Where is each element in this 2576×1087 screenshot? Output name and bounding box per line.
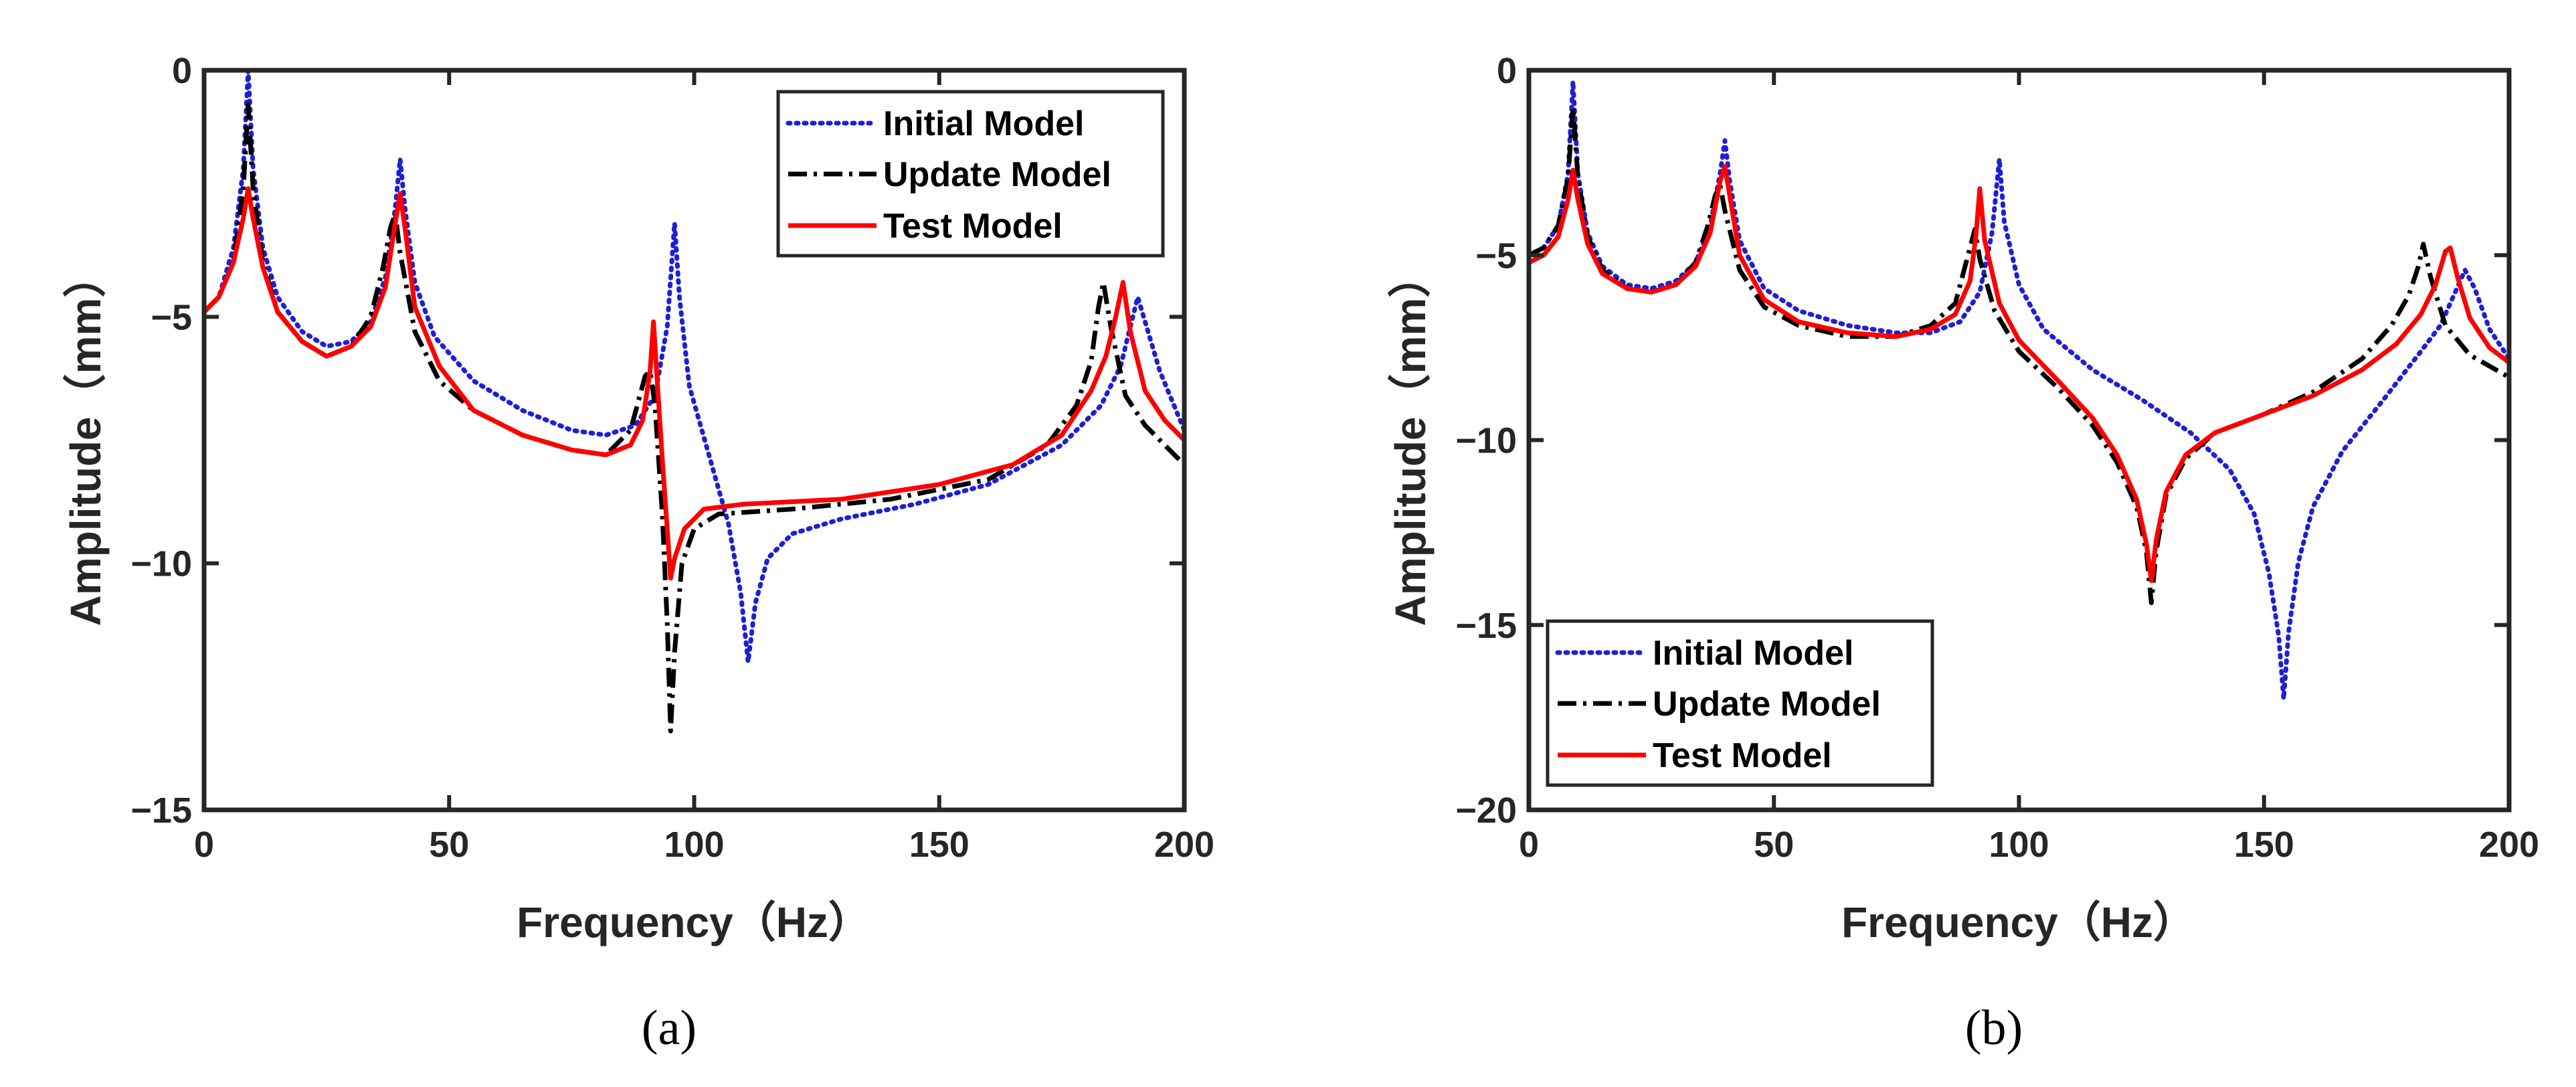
x-axis-title-a: Frequency（Hz） (517, 898, 871, 946)
legend-label-update-b: Update Model (1653, 685, 1881, 724)
x-tick-label-b: 200 (2479, 825, 2539, 865)
legend-label-initial-a: Initial Model (883, 104, 1084, 143)
y-tick-label-b: −10 (1455, 421, 1517, 461)
x-tick-label-a: 0 (194, 825, 214, 865)
panel-caption-a: (a) (642, 1001, 697, 1056)
x-tick-label-b: 100 (1989, 825, 2049, 865)
y-tick-label-b: −20 (1455, 790, 1517, 831)
y-tick-label-b: 0 (1497, 51, 1517, 91)
panel-caption-b: (b) (1965, 1001, 2023, 1056)
x-tick-label-a: 100 (664, 825, 724, 865)
series-layer-b (1529, 79, 2509, 701)
y-tick-label-a: −15 (130, 790, 192, 831)
y-tick-label-a: 0 (172, 51, 192, 91)
y-tick-label-b: −5 (1475, 236, 1517, 276)
legend-label-initial-b: Initial Model (1653, 634, 1853, 673)
y-tick-label-b: −15 (1455, 606, 1517, 646)
ticks-a: 0 50 100 150 200 −15 −10 −5 0 (130, 51, 1214, 865)
y-tick-label-a: −5 (151, 297, 192, 337)
legend-b: Initial Model Update Model Test Model (1546, 619, 1934, 787)
series-layer-a (204, 70, 1184, 734)
chart-panel-a: 0 50 100 150 200 −15 −10 −5 0 Frequency（Hz） Ampl… (62, 51, 1214, 946)
ticks-b: 0 50 100 150 200 −20 −15 −10 −5 0 (1455, 51, 2539, 865)
legend-a: Initial Model Update Model Test Model (776, 90, 1165, 258)
x-tick-label-a: 200 (1154, 825, 1214, 865)
x-axis-title-b: Frequency（Hz） (1841, 898, 2196, 946)
y-axis-title-a: Amplitude（mm） (62, 255, 110, 626)
x-tick-label-a: 150 (909, 825, 970, 865)
y-tick-label-a: −10 (130, 544, 192, 584)
chart-panel-b: 0 50 100 150 200 −20 −15 −10 −5 0 Frequency（Hz） A… (1386, 51, 2539, 946)
y-axis-title-b: Amplitude（mm） (1386, 255, 1435, 626)
legend-label-test-b: Test Model (1653, 736, 1832, 775)
series-line-initial-model-b (1529, 79, 2509, 701)
series-line-test-model-a (204, 186, 1184, 581)
series-line-test-model-b (1529, 164, 2509, 583)
legend-box-b (1546, 619, 1934, 787)
x-tick-label-b: 150 (2234, 825, 2294, 865)
legend-label-update-a: Update Model (883, 155, 1111, 194)
series-line-update-model-b (1529, 104, 2509, 606)
x-tick-label-b: 50 (1754, 825, 1794, 865)
x-tick-label-b: 0 (1519, 825, 1539, 865)
legend-label-test-a: Test Model (883, 207, 1063, 246)
x-tick-label-a: 50 (429, 825, 469, 865)
